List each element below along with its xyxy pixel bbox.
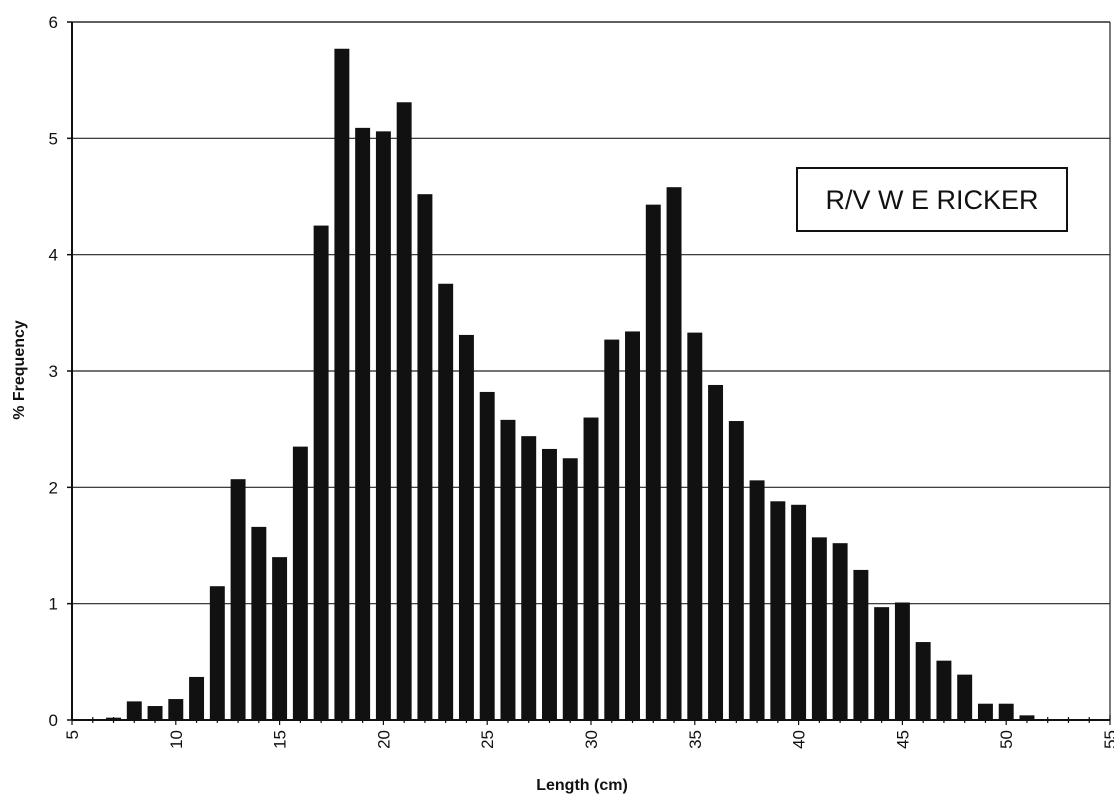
histogram-bar — [521, 436, 537, 720]
histogram-bar — [625, 331, 640, 720]
x-tick-label: 55 — [1101, 730, 1114, 749]
x-tick-label: 40 — [790, 730, 809, 749]
histogram-bar — [168, 699, 184, 720]
histogram-bar — [749, 480, 765, 720]
y-tick-label: 3 — [49, 362, 58, 381]
histogram-bar — [811, 537, 827, 720]
histogram-bar — [998, 703, 1014, 720]
histogram-bar — [417, 194, 433, 720]
histogram-bar — [687, 332, 703, 720]
histogram-bar — [562, 458, 578, 720]
histogram-bar — [977, 703, 993, 720]
histogram-bar — [313, 225, 329, 721]
y-tick-label: 1 — [49, 595, 58, 614]
x-axis-title: Length (cm) — [536, 777, 628, 794]
y-tick-label: 2 — [49, 478, 58, 497]
histogram-bar — [915, 642, 931, 720]
x-tick-label: 20 — [374, 730, 393, 749]
x-tick-label: 25 — [478, 730, 497, 749]
histogram-bar — [126, 701, 142, 720]
histogram-bar — [604, 339, 620, 720]
histogram-bar — [209, 586, 225, 720]
annotation-layer: R/V W E RICKER — [796, 167, 1068, 232]
x-tick-label: 15 — [271, 730, 290, 749]
histogram-bar — [666, 187, 682, 720]
y-tick-label: 6 — [49, 13, 58, 32]
x-tick-label: 30 — [582, 730, 601, 749]
y-axis-title: % Frequency — [11, 320, 28, 420]
histogram-bar — [791, 504, 807, 720]
y-tick-label: 5 — [49, 129, 58, 148]
histogram-bar — [230, 479, 246, 720]
x-tick-label: 45 — [893, 730, 912, 749]
histogram-bar — [708, 384, 724, 720]
histogram-bar — [272, 557, 288, 720]
histogram-bar — [251, 526, 267, 720]
histogram-bar — [438, 283, 454, 720]
histogram-bar — [147, 706, 163, 720]
histogram-bar — [292, 446, 308, 720]
histogram-bar — [355, 127, 371, 720]
histogram-bar — [189, 676, 205, 720]
y-tick-label: 4 — [49, 246, 58, 265]
histogram-bar — [458, 334, 474, 720]
y-tick-label: 0 — [49, 711, 58, 730]
histogram-bar — [728, 421, 744, 720]
histogram-bar — [853, 569, 869, 720]
x-tick-label: 5 — [63, 730, 82, 739]
histogram-bar — [770, 501, 786, 720]
histogram-bar — [936, 660, 952, 720]
annotation-box — [796, 167, 1068, 232]
histogram-bar — [832, 543, 848, 720]
histogram-bar — [479, 391, 495, 720]
x-tick-label: 10 — [167, 730, 186, 749]
histogram-bar — [583, 417, 599, 720]
histogram-bar — [645, 204, 661, 721]
histogram-bar — [500, 419, 516, 720]
histogram-bar — [375, 131, 391, 720]
x-tick-label: 35 — [686, 730, 705, 749]
annotation-text: R/V W E RICKER — [825, 185, 1038, 215]
x-tick-label: 50 — [997, 730, 1016, 749]
histogram-bar — [396, 102, 412, 720]
histogram-bar — [542, 448, 557, 720]
histogram-bar — [334, 48, 350, 721]
histogram-bar — [874, 607, 890, 720]
bar-layer — [106, 48, 1035, 721]
histogram-bar — [894, 602, 910, 720]
histogram-bar — [957, 674, 973, 720]
